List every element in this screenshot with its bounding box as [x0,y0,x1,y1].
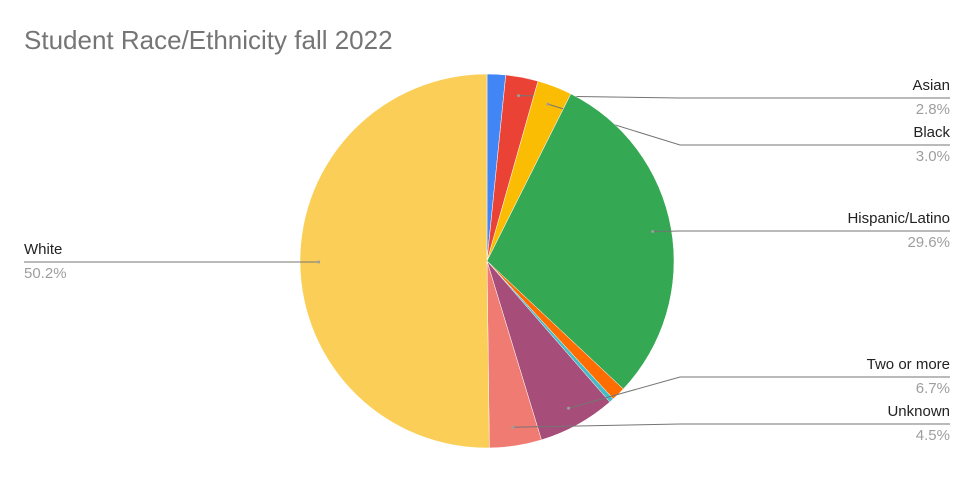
slice-label: Hispanic/Latino [847,210,950,227]
leader-dot [567,407,570,410]
leader-dot [651,230,654,233]
slice-label: White [24,241,62,258]
leader-dot [517,94,520,97]
slice-value-label: 50.2% [24,265,67,282]
slice-value-label: 3.0% [916,148,950,165]
chart-title: Student Race/Ethnicity fall 2022 [24,25,393,55]
slice-label: Unknown [887,403,950,420]
slice-label: Asian [912,77,950,94]
slice-label: Two or more [867,356,950,373]
slice-value-label: 4.5% [916,427,950,444]
slice-value-label: 2.8% [916,101,950,118]
leader-dot [546,103,549,106]
slice-label: Black [913,124,950,141]
slice-value-label: 6.7% [916,380,950,397]
leader-dot [511,426,514,429]
slice-value-label: 29.6% [907,234,950,251]
leader-line [653,231,950,232]
leader-dot [317,261,320,264]
